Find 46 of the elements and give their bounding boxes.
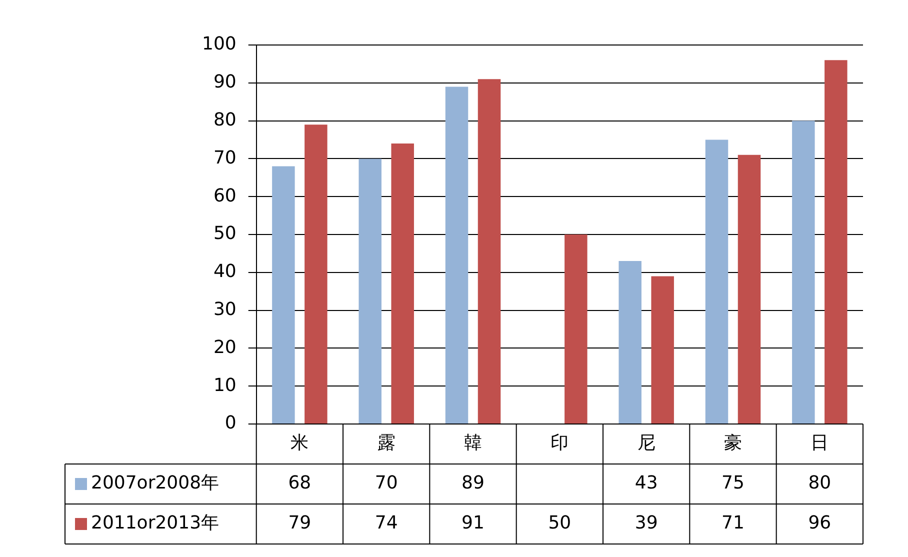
data-label: 80	[808, 472, 832, 494]
x-tick-label: 米	[290, 432, 309, 454]
y-tick-label: 100	[202, 34, 236, 55]
data-label: 79	[288, 512, 312, 534]
y-tick-label: 10	[213, 374, 236, 396]
y-tick-label: 50	[213, 223, 236, 244]
bar	[272, 166, 295, 424]
data-label: 96	[808, 512, 832, 534]
x-tick-label: 露	[377, 432, 396, 454]
y-tick-label: 70	[213, 147, 236, 168]
data-label: 50	[548, 512, 572, 534]
bar	[738, 154, 761, 424]
bar	[478, 79, 501, 424]
bar	[564, 234, 588, 424]
data-label: 70	[374, 472, 398, 494]
bar	[391, 144, 414, 424]
data-label: 71	[722, 512, 744, 534]
y-tick-label: 80	[213, 109, 236, 130]
data-label: 74	[374, 512, 398, 534]
bar	[824, 60, 848, 424]
bar	[618, 261, 642, 424]
data-label: 68	[288, 472, 312, 494]
data-label: 89	[462, 472, 484, 494]
bar	[651, 276, 674, 424]
data-label: 91	[462, 512, 484, 534]
data-label: 75	[722, 472, 744, 494]
bar	[792, 120, 815, 424]
bar	[358, 158, 382, 424]
x-tick-label: 日	[810, 432, 829, 454]
y-tick-label: 30	[213, 298, 236, 320]
y-tick-label: 90	[213, 72, 236, 93]
y-tick-label: 20	[213, 336, 236, 358]
data-label: 39	[634, 512, 658, 534]
x-tick-label: 韓	[464, 432, 482, 454]
legend-label: 2011or2013年	[91, 512, 220, 534]
x-tick-label: 印	[550, 432, 569, 454]
x-tick-label: 尼	[637, 432, 656, 454]
bar	[445, 86, 468, 424]
legend-label: 2007or2008年	[91, 472, 220, 494]
data-label: 43	[634, 472, 658, 494]
bar	[304, 124, 328, 424]
y-tick-label: 0	[224, 412, 236, 434]
x-tick-label: 豪	[724, 432, 742, 454]
y-tick-label: 40	[213, 261, 236, 282]
y-tick-label: 60	[213, 185, 236, 206]
bar	[705, 140, 728, 424]
